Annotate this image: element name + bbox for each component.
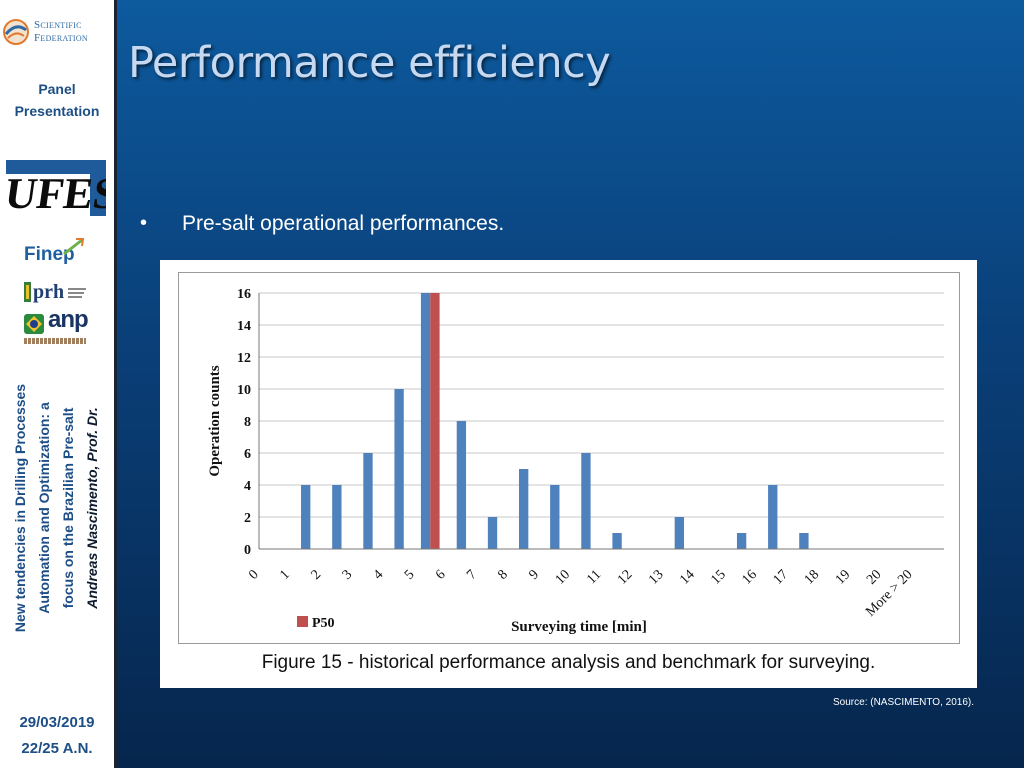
- anp-logo: anp: [48, 306, 89, 333]
- x-tick-label: 8: [495, 567, 511, 583]
- bar: [456, 421, 467, 549]
- talk-title-line-3: focus on the Brazilian Pre-salt: [60, 407, 76, 609]
- chart-gridlines: [259, 292, 944, 550]
- x-tick-label: 7: [464, 567, 480, 583]
- bar: [332, 485, 342, 549]
- bar: [420, 293, 431, 549]
- brazil-flag-icon: [24, 314, 44, 334]
- scientific-federation-logo: Scientific Federation: [2, 16, 112, 52]
- talk-title-line-1: New tendencies in Drilling Processes: [12, 383, 28, 633]
- bar: [487, 517, 498, 549]
- bar: [550, 485, 560, 549]
- x-tick-label: 5: [402, 567, 418, 583]
- x-tick-label: 16: [740, 567, 761, 588]
- legend-label-p50: P50: [312, 616, 335, 631]
- y-tick-labels: 0 2 4 6 8 10 12 14 16: [237, 287, 251, 558]
- y-tick-label: 12: [237, 351, 251, 366]
- x-tick-label: 19: [833, 567, 854, 588]
- bar: [518, 469, 529, 549]
- x-tick-label: 15: [708, 567, 729, 588]
- globe-icon: [3, 19, 29, 45]
- x-tick-label: 6: [433, 567, 449, 583]
- x-tick-label: 3: [340, 567, 356, 583]
- x-tick-label: 20: [864, 567, 885, 588]
- slide-page-number: 22/25 A.N.: [21, 740, 93, 757]
- figure-caption: Figure 15 - historical performance analy…: [261, 652, 876, 673]
- y-tick-label: 0: [244, 543, 251, 558]
- panel-label: Panel Presentation: [0, 78, 114, 122]
- y-tick-label: 8: [244, 415, 251, 430]
- x-tick-label: 4: [371, 567, 387, 583]
- bar: [581, 453, 591, 549]
- brand-line-1: Scientific: [34, 19, 82, 31]
- x-tick-label: 1: [277, 567, 293, 583]
- bar-p50: [430, 293, 440, 549]
- bar: [301, 485, 311, 549]
- slide-title: Performance efficiency: [128, 38, 611, 88]
- prh-logo: prh: [33, 281, 65, 303]
- chart-frame: 0 2 4 6 8 10 12 14 16 0 1 2 3 4 5 6 7 8 9 10 11 12 13 14 15 16 17…: [178, 272, 960, 644]
- presentation-date: 29/03/2019: [19, 714, 95, 731]
- figure: 0 2 4 6 8 10 12 14 16 0 1 2 3 4 5 6 7 8 9 10 11 12 13 14 15 16 17…: [160, 260, 977, 688]
- x-tick-label: 13: [646, 567, 667, 588]
- x-tick-label: 9: [526, 567, 542, 583]
- panel-label-line-2: Presentation: [14, 103, 100, 119]
- y-tick-label: 14: [237, 319, 251, 334]
- y-tick-label: 6: [244, 447, 251, 462]
- y-tick-label: 2: [244, 511, 251, 526]
- brand-line-2: Federation: [34, 32, 89, 44]
- y-tick-label: 16: [237, 287, 251, 302]
- x-tick-label: 11: [584, 567, 604, 587]
- bar: [394, 389, 404, 549]
- x-tick-label: 10: [553, 567, 574, 588]
- y-tick-label: 4: [244, 479, 251, 494]
- left-sidebar: Scientific Federation Panel Presentation…: [0, 0, 117, 768]
- y-tick-label: 10: [237, 383, 251, 398]
- finep-arrow-icon: [63, 238, 85, 256]
- source-citation: Source: (NASCIMENTO, 2016).: [833, 697, 974, 708]
- talk-author: Andreas Nascimento, Prof. Dr.: [84, 407, 100, 609]
- y-axis-label: Operation counts: [207, 365, 223, 476]
- x-tick-label: 18: [802, 567, 823, 588]
- x-tick-label: 14: [677, 567, 698, 588]
- bar: [363, 453, 373, 549]
- finep-logo: Finep: [24, 244, 75, 265]
- bar: [768, 485, 778, 549]
- ufes-logo: UFES: [6, 160, 106, 216]
- bar: [674, 517, 685, 549]
- x-tick-label: 2: [309, 567, 325, 583]
- bar: [799, 533, 809, 549]
- ufes-logo-text: UFES: [6, 169, 106, 216]
- x-axis-label: Surveying time [min]: [511, 619, 647, 635]
- date-block: 29/03/2019 22/25 A.N.: [0, 710, 114, 762]
- talk-title-vertical: New tendencies in Drilling Processes Aut…: [8, 362, 104, 654]
- bar: [736, 533, 747, 549]
- prh-logo-mark: [24, 282, 86, 302]
- x-tick-label: 17: [771, 567, 792, 588]
- bullet-icon: •: [140, 212, 148, 234]
- x-tick-label: 12: [615, 567, 636, 588]
- bullet-text: Pre-salt operational performances.: [182, 212, 505, 235]
- chart-bars: [301, 293, 809, 549]
- panel-label-line-1: Panel: [38, 81, 76, 97]
- x-tick-label: 0: [246, 567, 262, 583]
- talk-title-line-2: Automation and Optimization: a: [36, 402, 52, 614]
- anp-logo-subtitle: [24, 338, 86, 344]
- bar: [612, 533, 622, 549]
- legend-swatch-p50: [297, 616, 308, 627]
